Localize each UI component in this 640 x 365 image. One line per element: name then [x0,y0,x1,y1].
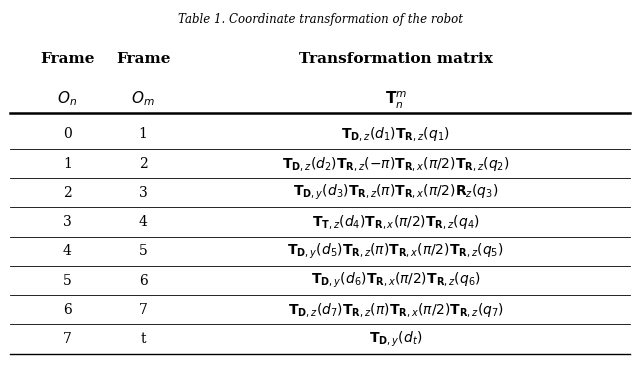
Text: 4: 4 [139,215,148,229]
Text: 7: 7 [63,332,72,346]
Text: 5: 5 [63,274,72,288]
Text: Frame: Frame [40,52,95,66]
Text: $\mathbf{T}_n^m$: $\mathbf{T}_n^m$ [385,90,407,111]
Text: 5: 5 [139,244,147,258]
Text: 6: 6 [63,303,72,317]
Text: 3: 3 [139,186,147,200]
Text: $O_n$: $O_n$ [58,90,77,108]
Text: $\mathbf{T}_{\mathbf{D},y}(d_6)\mathbf{T}_{\mathbf{R},x}(\pi/2)\mathbf{T}_{\math: $\mathbf{T}_{\mathbf{D},y}(d_6)\mathbf{T… [311,271,481,290]
Text: 0: 0 [63,127,72,141]
Text: $\mathbf{T}_{\mathbf{D},z}(d_7)\mathbf{T}_{\mathbf{R},z}(\pi)\mathbf{T}_{\mathbf: $\mathbf{T}_{\mathbf{D},z}(d_7)\mathbf{T… [288,301,504,319]
Text: 2: 2 [63,186,72,200]
Text: $\mathbf{T}_{\mathbf{D},z}(d_1)\mathbf{T}_{\mathbf{R},z}(q_1)$: $\mathbf{T}_{\mathbf{D},z}(d_1)\mathbf{T… [341,125,451,143]
Text: $\mathbf{T}_{\mathbf{D},y}(d_t)$: $\mathbf{T}_{\mathbf{D},y}(d_t)$ [369,330,422,349]
Text: 1: 1 [139,127,148,141]
Text: 2: 2 [139,157,147,170]
Text: $\mathbf{T}_{\mathbf{D},y}(d_5)\mathbf{T}_{\mathbf{R},z}(\pi)\mathbf{T}_{\mathbf: $\mathbf{T}_{\mathbf{D},y}(d_5)\mathbf{T… [287,242,504,261]
Text: $\mathbf{T}_{\mathbf{D},z}(d_2)\mathbf{T}_{\mathbf{R},z}(-\pi)\mathbf{T}_{\mathb: $\mathbf{T}_{\mathbf{D},z}(d_2)\mathbf{T… [282,155,509,173]
Text: $\mathbf{T}_{\mathbf{T},z}(d_4)\mathbf{T}_{\mathbf{R},x}(\pi/2)\mathbf{T}_{\math: $\mathbf{T}_{\mathbf{T},z}(d_4)\mathbf{T… [312,213,480,231]
Text: Transformation matrix: Transformation matrix [299,52,493,66]
Text: 4: 4 [63,244,72,258]
Text: $O_m$: $O_m$ [131,90,155,108]
Text: Table 1. Coordinate transformation of the robot: Table 1. Coordinate transformation of th… [177,13,463,26]
Text: t: t [140,332,146,346]
Text: $\mathbf{T}_{\mathbf{D},y}(d_3)\mathbf{T}_{\mathbf{R},z}(\pi)\mathbf{T}_{\mathbf: $\mathbf{T}_{\mathbf{D},y}(d_3)\mathbf{T… [293,183,499,203]
Text: 6: 6 [139,274,147,288]
Text: 7: 7 [139,303,148,317]
Text: Frame: Frame [116,52,170,66]
Text: 1: 1 [63,157,72,170]
Text: 3: 3 [63,215,72,229]
